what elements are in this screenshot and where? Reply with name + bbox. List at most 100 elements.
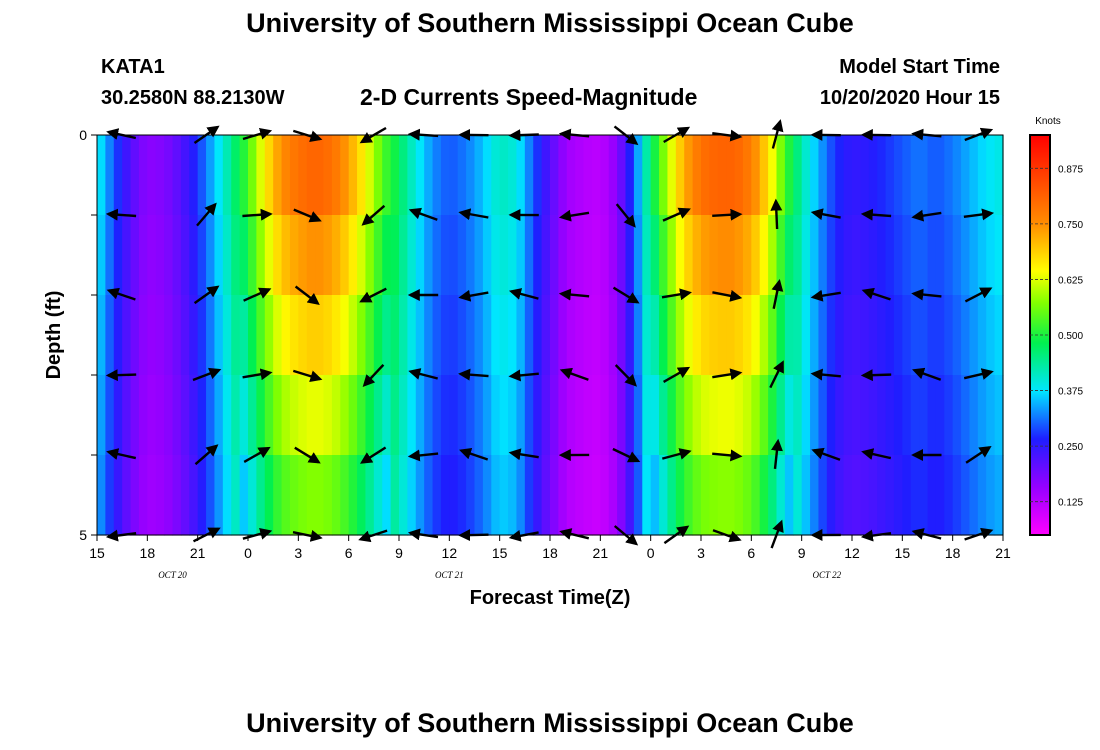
colorbar-label: Knots — [1035, 116, 1061, 127]
heatmap-cell — [642, 135, 652, 216]
heatmap-cell — [575, 375, 585, 456]
heatmap-cell — [491, 135, 501, 216]
heatmap-cell — [281, 375, 291, 456]
heatmap-cell — [843, 295, 853, 376]
heatmap-cell — [944, 455, 954, 536]
page-title-top: University of Southern Mississippi Ocean… — [246, 8, 854, 38]
heatmap-cell — [885, 375, 895, 456]
heatmap-cell — [642, 375, 652, 456]
heatmap-cell — [105, 455, 115, 536]
heatmap-cell — [180, 135, 190, 216]
heatmap-cell — [642, 455, 652, 536]
heatmap-cell — [600, 295, 610, 376]
heatmap-cell — [675, 375, 685, 456]
heatmap-cell — [147, 215, 157, 296]
heatmap-cell — [273, 455, 283, 536]
heatmap-cell — [684, 135, 694, 216]
heatmap-cell — [969, 455, 979, 536]
colorbar-tick-label: 0.750 — [1058, 220, 1083, 231]
heatmap-cell — [407, 375, 417, 456]
heatmap-cell — [600, 215, 610, 296]
heatmap-cell — [440, 375, 450, 456]
heatmap-cell — [566, 375, 576, 456]
heatmap-cell — [659, 135, 669, 216]
heatmap-cell — [390, 375, 400, 456]
heatmap-cell — [608, 455, 618, 536]
x-tick-label: 15 — [492, 545, 508, 561]
current-vector-arrow — [408, 207, 438, 221]
heatmap-cell — [583, 455, 593, 536]
heatmap-cell — [155, 135, 165, 216]
heatmap-cell — [222, 215, 232, 296]
heatmap-cell — [113, 375, 123, 456]
heatmap-cell — [222, 295, 232, 376]
heatmap-cell — [860, 135, 870, 216]
current-vector-arrow — [615, 203, 636, 228]
heatmap-cell — [818, 135, 828, 216]
heatmap-cell — [759, 295, 769, 376]
x-tick-label: 3 — [294, 545, 302, 561]
heatmap-cell — [298, 295, 308, 376]
heatmap-cell — [340, 215, 350, 296]
heatmap-cell — [97, 455, 106, 536]
heatmap-cell — [298, 375, 308, 456]
heatmap-cell — [516, 455, 526, 536]
heatmap-cell — [491, 215, 501, 296]
heatmap-cell — [742, 375, 752, 456]
heatmap-cell — [818, 215, 828, 296]
heatmap-cell — [885, 215, 895, 296]
heatmap-cell — [399, 295, 408, 376]
heatmap-cell — [701, 215, 710, 296]
heatmap-cell — [130, 215, 140, 296]
heatmap-cell — [172, 375, 182, 456]
heatmap-cell — [919, 375, 929, 456]
heatmap-cell — [281, 455, 291, 536]
current-vector-arrow — [106, 448, 137, 460]
heatmap-cell — [147, 375, 157, 456]
current-vector-arrow — [359, 446, 387, 464]
heatmap-cell — [717, 455, 727, 536]
heatmap-cell — [902, 455, 912, 536]
current-vector-arrow — [242, 208, 273, 221]
heatmap-cell — [583, 135, 593, 216]
heatmap-cell — [726, 215, 736, 296]
heatmap-cell — [491, 375, 501, 456]
heatmap-cell — [373, 455, 383, 536]
heatmap-cell — [491, 295, 501, 376]
heatmap-cell — [625, 295, 635, 376]
heatmap-cell — [516, 215, 526, 296]
heatmap-cell — [466, 375, 476, 456]
heatmap-cell — [633, 455, 643, 536]
heatmap-cell — [407, 215, 417, 296]
current-vector-arrow — [362, 363, 385, 387]
heatmap-cell — [164, 135, 174, 216]
x-tick-label: 12 — [442, 545, 458, 561]
heatmap-cell — [248, 215, 257, 296]
heatmap-cell — [877, 135, 887, 216]
heatmap-cell — [608, 375, 618, 456]
heatmap-cell — [751, 215, 761, 296]
current-vector-arrow — [965, 445, 992, 464]
current-vector-arrow — [771, 278, 784, 309]
heatmap-cell — [986, 375, 996, 456]
heatmap-cell — [667, 215, 677, 296]
heatmap-cell — [885, 455, 895, 536]
current-vector-arrow — [192, 367, 222, 382]
heatmap-cell — [709, 215, 719, 296]
x-tick-label: 9 — [395, 545, 403, 561]
heatmap-cell — [449, 295, 459, 376]
heatmap-cell — [835, 215, 845, 296]
heatmap-cell — [298, 455, 308, 536]
heatmap-cell — [944, 295, 954, 376]
heatmap-cell — [424, 295, 434, 376]
heatmap-cell — [759, 455, 769, 536]
current-vector-arrow — [860, 208, 892, 221]
heatmap-cell — [189, 295, 199, 376]
heatmap-cell — [340, 135, 350, 216]
current-vector-arrow — [558, 288, 590, 301]
heatmap-cell — [407, 135, 417, 216]
heatmap-cell — [860, 455, 870, 536]
heatmap-cell — [986, 135, 996, 216]
heatmap-cell — [835, 295, 845, 376]
heatmap-cell — [776, 295, 786, 376]
